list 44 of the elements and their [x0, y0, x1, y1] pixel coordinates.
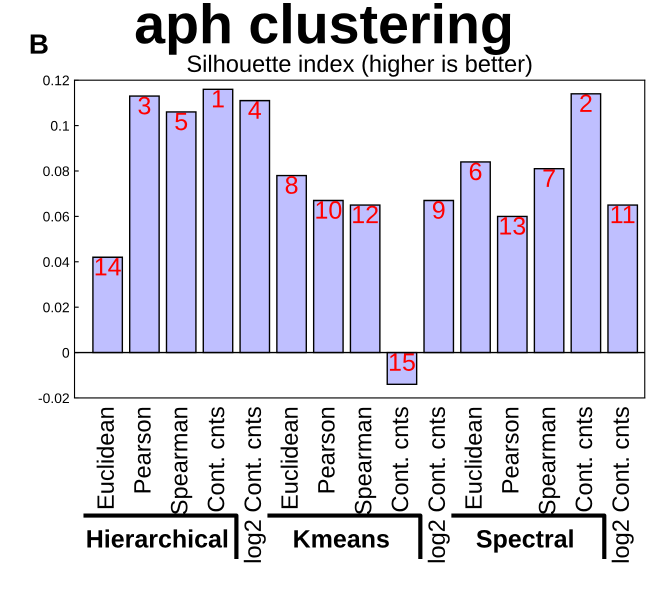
annotation: 7 — [543, 170, 555, 187]
annotation: 13 — [500, 217, 526, 235]
annotation: 1 — [212, 90, 224, 108]
x-tick-label: Cont. cnts — [208, 407, 224, 512]
annotation: 4 — [248, 102, 262, 119]
text: Hierarchical — [87, 529, 228, 548]
text: B — [30, 34, 48, 54]
annotation: 10 — [316, 201, 342, 219]
x-tick-label: Pearson — [318, 408, 335, 492]
y-tick-label: 0.04 — [43, 257, 70, 267]
x-tick-label: Pearson — [134, 408, 151, 492]
annotation: 5 — [175, 112, 188, 130]
chart-title: Silhouette index (higher is better) — [187, 54, 532, 77]
annotation: 9 — [432, 201, 445, 219]
y-tick-label: 0.08 — [43, 166, 70, 176]
annotation: 14 — [96, 258, 121, 276]
text: aph clustering — [136, 2, 510, 55]
x-tick-label: Pearson — [502, 408, 519, 492]
x-tick-label: Spearman — [354, 408, 376, 514]
x-tick-label: Spearman — [170, 408, 192, 514]
x-tick-label: log2 Cont. cnts — [428, 407, 450, 562]
x-tick-label: Spearman — [538, 408, 560, 514]
text: Spectral — [476, 529, 573, 553]
x-tick-label: Euclidean — [280, 408, 298, 508]
y-tick-label: 0.12 — [43, 76, 69, 86]
text: Kmeans — [294, 530, 389, 548]
x-tick-label: Cont. cnts — [576, 407, 592, 512]
y-tick-label: 0.06 — [43, 212, 70, 222]
y-tick-label: 0.02 — [43, 302, 69, 312]
x-tick-label: log2 Cont. cnts — [244, 407, 266, 562]
annotation: 12 — [353, 206, 378, 224]
annotation: 3 — [138, 96, 150, 114]
y-tick-label: 0 — [62, 348, 70, 358]
annotation: 2 — [580, 94, 592, 112]
y-tick-label: -0.02 — [38, 393, 69, 404]
x-tick-label: log2 Cont. cnts — [612, 407, 634, 562]
annotation: 8 — [286, 176, 298, 194]
annotation: 6 — [470, 162, 482, 180]
x-tick-label: Euclidean — [96, 408, 114, 508]
y-tick-label: 0.1 — [50, 120, 69, 131]
x-tick-label: Cont. cnts — [392, 407, 408, 512]
annotation: 15 — [390, 354, 415, 371]
annotation: 11 — [612, 206, 634, 224]
x-tick-label: Euclidean — [464, 408, 482, 508]
